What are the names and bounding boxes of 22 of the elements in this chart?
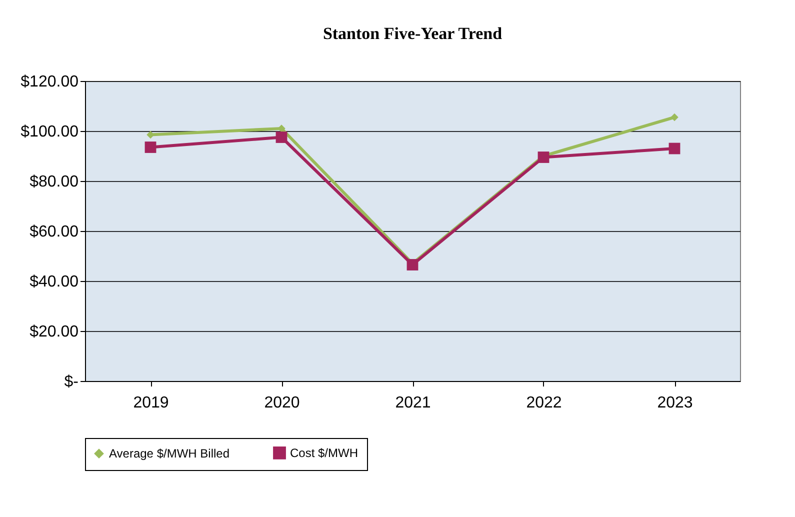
x-tick-label: 2019 (133, 394, 169, 412)
y-tick-label: $100.00 (20, 124, 79, 140)
point (276, 132, 288, 143)
x-tick-label: 2021 (395, 394, 431, 412)
x-tick-label: 2022 (526, 394, 562, 412)
y-tick-label: $20.00 (30, 324, 79, 340)
legend-label: Cost $/MWH (290, 446, 358, 460)
y-tick-label: $80.00 (30, 174, 79, 190)
point (668, 142, 680, 154)
point (278, 124, 286, 132)
x-tick-label: 2023 (657, 394, 693, 412)
point (406, 259, 418, 270)
y-tick-label: $120.00 (20, 74, 79, 90)
chart-title: Stanton Five-Year Trend (322, 24, 503, 43)
x-tick-label: 2020 (264, 394, 300, 412)
y-tick-label: $40.00 (30, 274, 79, 290)
point (670, 113, 678, 122)
y-tick-label: $- (64, 374, 78, 390)
point (144, 142, 156, 153)
legend-label: Average $/MWH Billed (109, 446, 230, 461)
point (538, 152, 550, 163)
y-tick-label: $60.00 (30, 224, 79, 240)
